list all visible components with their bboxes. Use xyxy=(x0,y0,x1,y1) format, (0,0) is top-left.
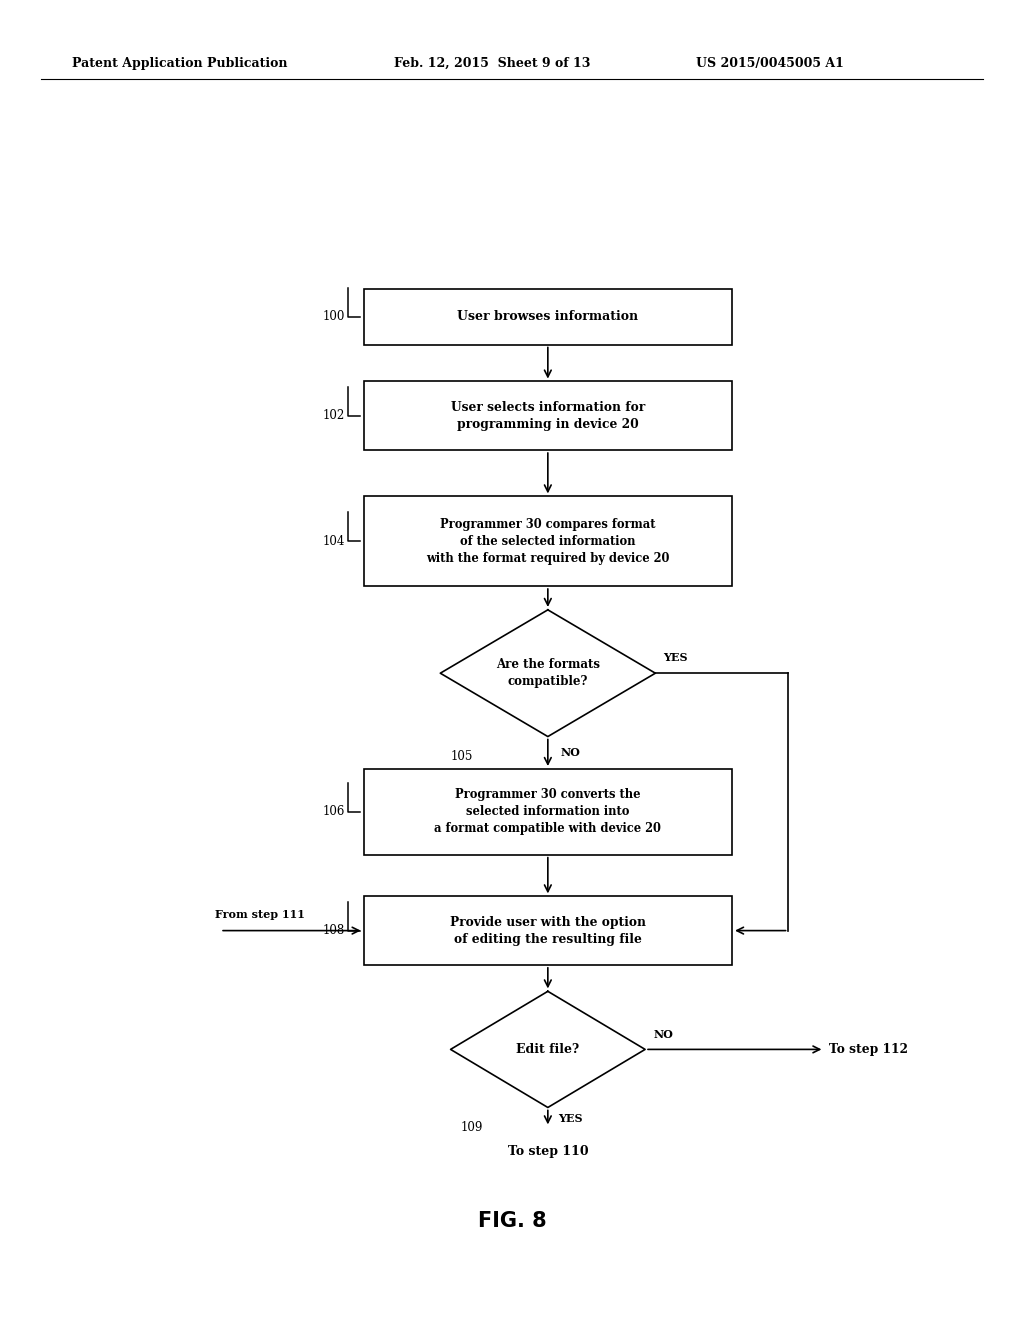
Text: 102: 102 xyxy=(323,409,345,422)
Text: Provide user with the option
of editing the resulting file: Provide user with the option of editing … xyxy=(450,916,646,945)
Text: Edit file?: Edit file? xyxy=(516,1043,580,1056)
Text: User browses information: User browses information xyxy=(458,310,638,323)
Text: NO: NO xyxy=(560,747,580,758)
FancyBboxPatch shape xyxy=(364,289,732,345)
FancyBboxPatch shape xyxy=(364,496,732,586)
Text: 109: 109 xyxy=(461,1121,483,1134)
Polygon shape xyxy=(440,610,655,737)
Text: 106: 106 xyxy=(323,805,345,818)
Text: To step 112: To step 112 xyxy=(829,1043,908,1056)
Text: Programmer 30 converts the
selected information into
a format compatible with de: Programmer 30 converts the selected info… xyxy=(434,788,662,836)
Text: 105: 105 xyxy=(451,750,473,763)
Text: User selects information for
programming in device 20: User selects information for programming… xyxy=(451,401,645,430)
Text: 104: 104 xyxy=(323,535,345,548)
Text: 108: 108 xyxy=(323,924,345,937)
FancyBboxPatch shape xyxy=(364,896,732,965)
Text: To step 110: To step 110 xyxy=(508,1144,588,1158)
Text: FIG. 8: FIG. 8 xyxy=(477,1210,547,1232)
Polygon shape xyxy=(451,991,645,1107)
Text: Are the formats
compatible?: Are the formats compatible? xyxy=(496,659,600,688)
FancyBboxPatch shape xyxy=(364,381,732,450)
Text: 100: 100 xyxy=(323,310,345,323)
FancyBboxPatch shape xyxy=(364,768,732,855)
Text: Programmer 30 compares format
of the selected information
with the format requir: Programmer 30 compares format of the sel… xyxy=(426,517,670,565)
Text: Feb. 12, 2015  Sheet 9 of 13: Feb. 12, 2015 Sheet 9 of 13 xyxy=(394,57,591,70)
Text: NO: NO xyxy=(653,1030,673,1040)
Text: US 2015/0045005 A1: US 2015/0045005 A1 xyxy=(696,57,844,70)
Text: Patent Application Publication: Patent Application Publication xyxy=(72,57,287,70)
Text: YES: YES xyxy=(558,1113,583,1123)
Text: From step 111: From step 111 xyxy=(215,909,305,920)
Text: YES: YES xyxy=(664,652,688,663)
